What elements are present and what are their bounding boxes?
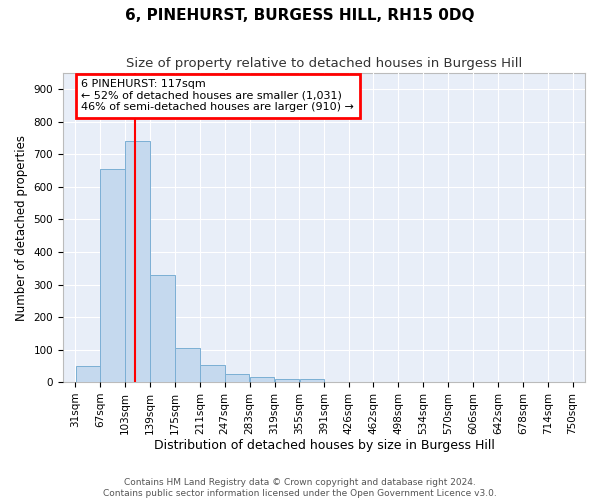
Bar	[250, 377, 274, 382]
Bar	[275, 379, 299, 382]
Bar	[150, 274, 175, 382]
Text: Contains HM Land Registry data © Crown copyright and database right 2024.
Contai: Contains HM Land Registry data © Crown c…	[103, 478, 497, 498]
Bar	[100, 169, 125, 382]
Bar	[225, 374, 250, 382]
X-axis label: Distribution of detached houses by size in Burgess Hill: Distribution of detached houses by size …	[154, 440, 494, 452]
Bar	[299, 379, 324, 382]
Title: Size of property relative to detached houses in Burgess Hill: Size of property relative to detached ho…	[126, 58, 522, 70]
Bar	[125, 142, 150, 382]
Bar	[200, 365, 224, 382]
Bar	[175, 348, 200, 382]
Text: 6 PINEHURST: 117sqm
← 52% of detached houses are smaller (1,031)
46% of semi-det: 6 PINEHURST: 117sqm ← 52% of detached ho…	[81, 79, 354, 112]
Text: 6, PINEHURST, BURGESS HILL, RH15 0DQ: 6, PINEHURST, BURGESS HILL, RH15 0DQ	[125, 8, 475, 22]
Y-axis label: Number of detached properties: Number of detached properties	[15, 134, 28, 320]
Bar	[76, 366, 100, 382]
